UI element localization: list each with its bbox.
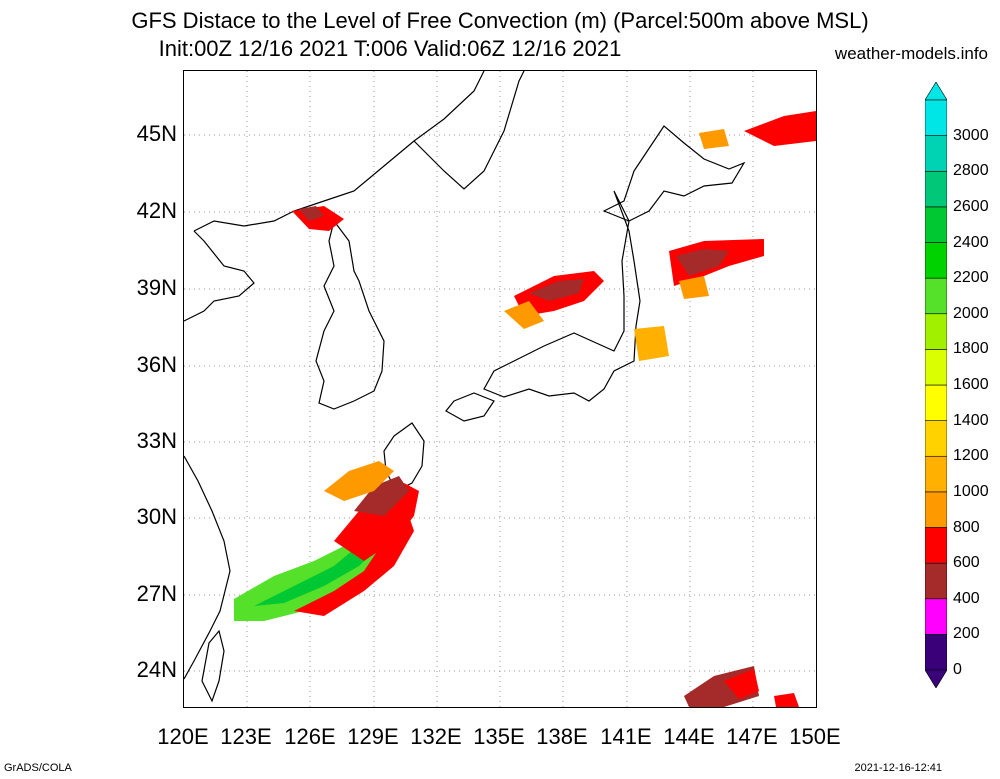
timestamp: 2021-12-16-12:41 bbox=[854, 762, 942, 774]
lfc-region bbox=[334, 483, 419, 561]
lfc-region bbox=[504, 301, 544, 329]
colorbar-swatch bbox=[925, 634, 947, 671]
lfc-region bbox=[724, 669, 759, 699]
colorbar-swatch bbox=[925, 242, 947, 279]
lon-label-120e: 120E bbox=[157, 724, 209, 749]
lat-label-24n: 24N bbox=[136, 657, 177, 682]
lfc-region bbox=[529, 279, 584, 301]
colorbar-bottom-arrow bbox=[925, 669, 947, 688]
colorbar-label: 3000 bbox=[953, 126, 989, 144]
colorbar-label: 0 bbox=[953, 661, 962, 678]
chart-title: GFS Distace to the Level of Free Convect… bbox=[131, 8, 869, 33]
colorbar-swatch bbox=[925, 420, 947, 457]
lfc-region bbox=[774, 693, 799, 707]
taiwan-coast bbox=[201, 629, 225, 703]
lat-label-33n: 33N bbox=[136, 428, 177, 453]
colorbar-swatch bbox=[925, 313, 947, 350]
coastlines bbox=[184, 71, 746, 703]
colorbar-label: 1600 bbox=[953, 376, 989, 393]
site-credit: weather-models.info bbox=[834, 44, 988, 63]
lfc-region bbox=[634, 326, 669, 361]
colorbar-label: 2600 bbox=[953, 197, 989, 215]
colorbar-label: 1400 bbox=[953, 411, 989, 429]
software-credit: GrADS/COLA bbox=[4, 762, 72, 774]
map-canvas bbox=[184, 71, 816, 707]
lon-label-141e: 141E bbox=[600, 724, 652, 749]
colorbar-swatch bbox=[925, 170, 947, 208]
lon-label-135e: 135E bbox=[473, 724, 525, 749]
lon-label-126e: 126E bbox=[284, 724, 336, 749]
colorbar-swatch bbox=[925, 99, 947, 136]
colorbar-label: 2000 bbox=[953, 304, 989, 322]
shikoku-coast bbox=[445, 392, 495, 422]
colorbar-label: 400 bbox=[953, 589, 980, 607]
colorbar-label: 800 bbox=[953, 518, 980, 536]
colorbar-swatch bbox=[925, 206, 947, 243]
honshu-coast bbox=[483, 190, 641, 402]
colorbar-label: 2400 bbox=[953, 233, 989, 251]
lat-label-42n: 42N bbox=[136, 198, 177, 223]
colorbar-swatch bbox=[925, 598, 947, 635]
colorbar-swatch bbox=[925, 384, 947, 421]
lat-label-30n: 30N bbox=[136, 504, 177, 529]
lon-label-129e: 129E bbox=[347, 724, 399, 749]
lat-lon-grid bbox=[184, 71, 816, 707]
colorbar-swatch bbox=[925, 455, 947, 493]
colorbar-swatch bbox=[925, 491, 947, 528]
hokkaido-coast bbox=[602, 125, 746, 222]
lat-label-27n: 27N bbox=[136, 581, 177, 606]
lat-label-36n: 36N bbox=[136, 352, 177, 377]
lfc-region bbox=[234, 481, 409, 621]
lfc-field bbox=[234, 111, 816, 707]
lfc-region bbox=[679, 276, 709, 299]
colorbar-swatch bbox=[925, 527, 947, 564]
lon-label-150e: 150E bbox=[789, 724, 841, 749]
colorbar-swatch bbox=[925, 349, 947, 386]
lfc-region bbox=[676, 249, 729, 276]
lfc-region bbox=[299, 206, 324, 221]
lon-label-132e: 132E bbox=[410, 724, 462, 749]
lfc-region bbox=[699, 129, 729, 149]
kyushu-coast bbox=[383, 422, 425, 492]
colorbar-swatch bbox=[925, 562, 947, 600]
lon-label-138e: 138E bbox=[536, 724, 588, 749]
colorbar-label: 2200 bbox=[953, 269, 989, 287]
colorbar-label: 200 bbox=[953, 625, 980, 643]
lfc-region bbox=[744, 111, 816, 146]
lfc-region bbox=[354, 476, 409, 516]
colorbar-swatch bbox=[925, 277, 947, 315]
lfc-region bbox=[324, 461, 394, 501]
chart-subtitle: Init:00Z 12/16 2021 T:006 Valid:06Z 12/1… bbox=[158, 36, 622, 61]
colorbar-swatch bbox=[925, 135, 947, 172]
liaodong-coast bbox=[193, 71, 485, 232]
china-coast bbox=[184, 455, 231, 680]
colorbar-label: 1000 bbox=[953, 482, 989, 500]
lat-label-39n: 39N bbox=[136, 275, 177, 300]
colorbar-top-arrow bbox=[925, 82, 947, 101]
lon-label-123e: 123E bbox=[220, 724, 272, 749]
colorbar bbox=[925, 82, 947, 688]
lon-label-147e: 147E bbox=[726, 724, 778, 749]
colorbar-label: 1800 bbox=[953, 340, 989, 358]
colorbar-label: 2800 bbox=[953, 162, 989, 180]
map-panel bbox=[183, 70, 817, 708]
korea-coast bbox=[315, 219, 385, 410]
shandong-coast bbox=[184, 230, 255, 322]
colorbar-label: 1200 bbox=[953, 447, 989, 465]
primorye-coast bbox=[413, 71, 525, 190]
colorbar-label: 600 bbox=[953, 554, 980, 572]
lat-label-45n: 45N bbox=[136, 121, 177, 146]
lon-label-144e: 144E bbox=[663, 724, 715, 749]
